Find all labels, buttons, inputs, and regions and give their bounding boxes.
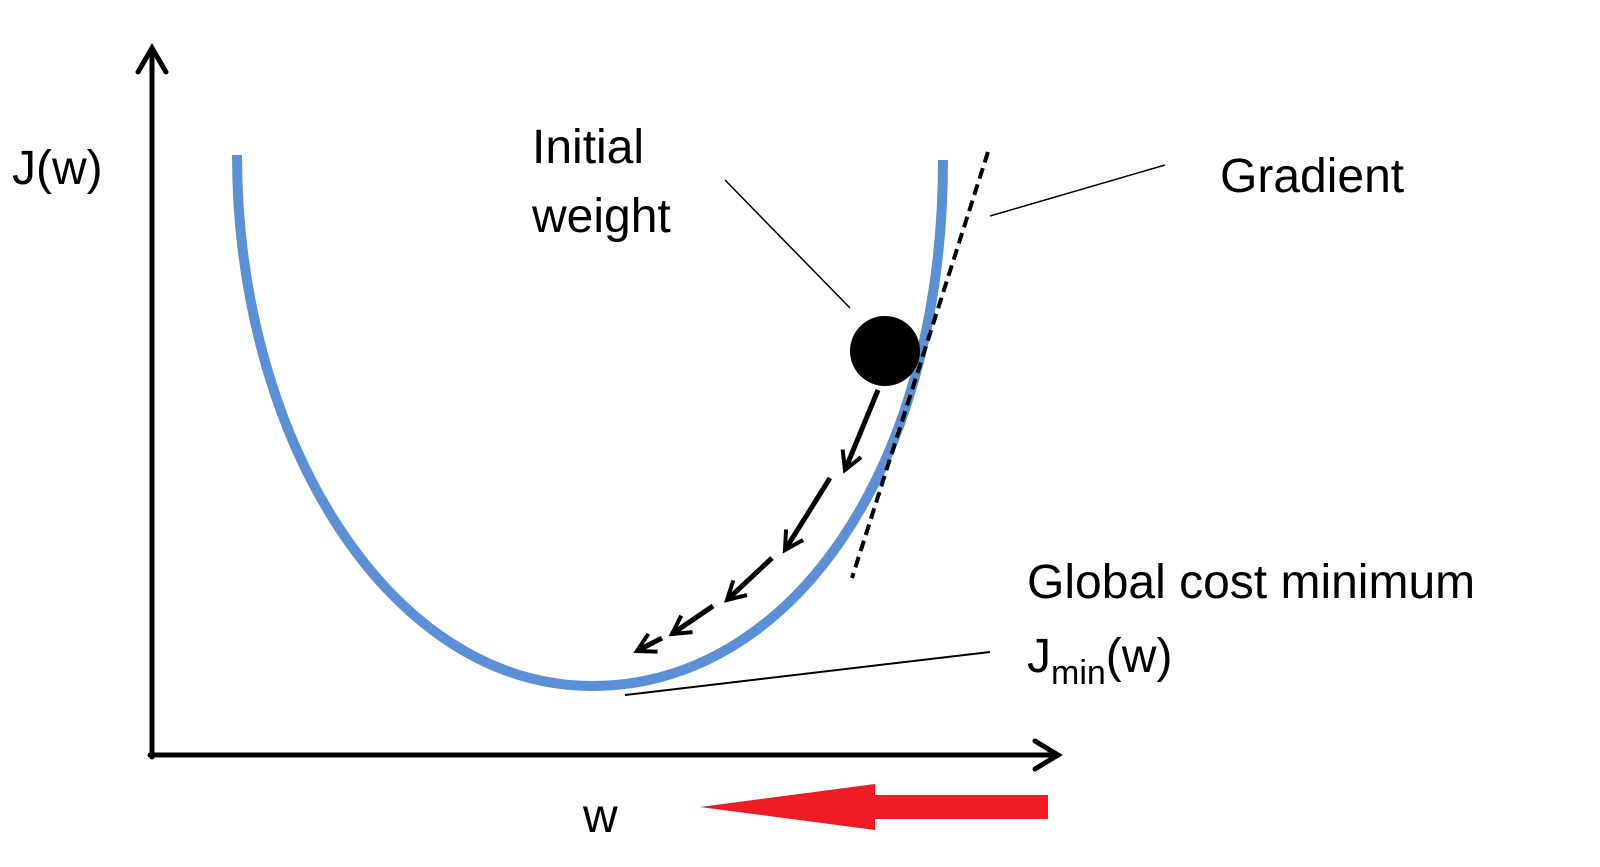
subscript: min [1051,654,1106,692]
argument: (w) [1106,630,1173,683]
step-arrow [637,638,664,651]
axes [135,43,1063,772]
minimum-leader [624,651,991,696]
step-arrow [672,603,715,634]
step-arrow [845,389,881,470]
minimum-label: Global cost minimum [1027,556,1475,609]
y-axis-arrowhead [135,43,169,75]
gradient-line [850,151,990,579]
gradient-leader [989,164,1166,217]
x-axis-arrowhead [1032,738,1063,772]
y-axis-label: J(w) [12,142,103,195]
initial-weight-label: Initial [532,121,644,174]
initial-weight-leader [724,179,851,309]
descent-steps [637,389,881,651]
gradient-label: Gradient [1220,150,1404,203]
x-axis-label: w [582,790,618,843]
initial-weight-ball [850,316,920,386]
minimum-symbol: Jmin(w) [1027,630,1172,692]
cost-curve [232,154,948,692]
initial-weight-label: weight [531,190,671,243]
step-arrow [785,476,833,550]
direction-arrow [700,784,1048,830]
step-arrow [727,556,774,600]
symbol: J [1027,630,1051,683]
